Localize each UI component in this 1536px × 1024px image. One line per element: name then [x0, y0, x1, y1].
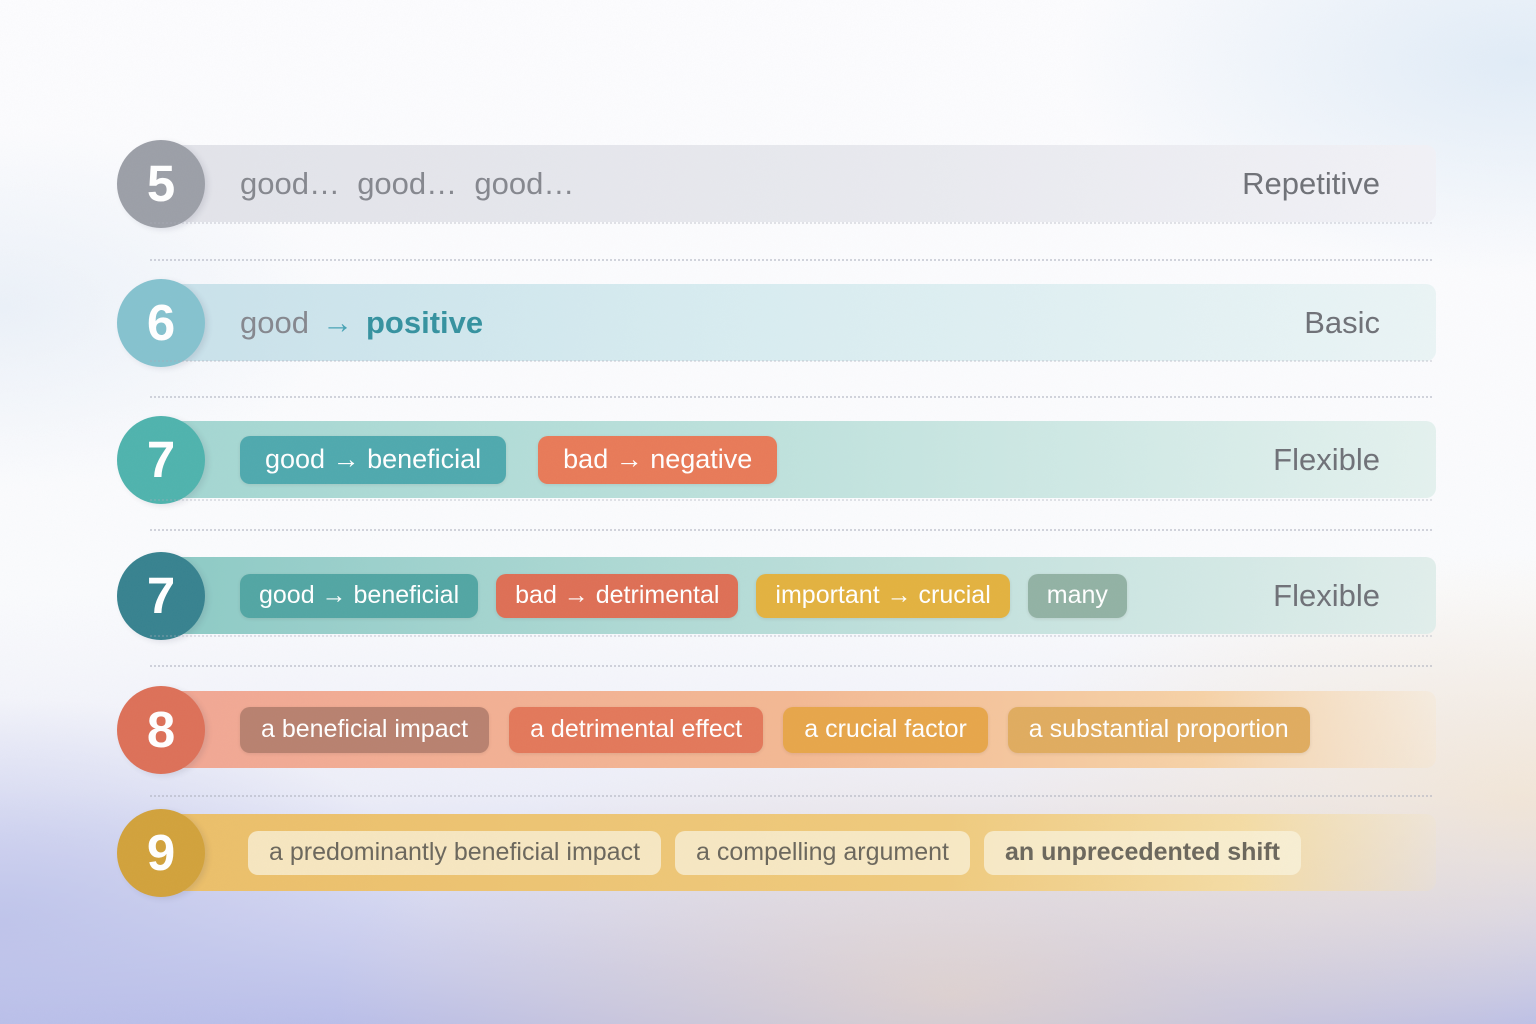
divider-dotted	[150, 360, 1432, 362]
band-level-number: 6	[146, 294, 176, 351]
divider-dotted	[150, 635, 1432, 637]
band-level-number: 7	[146, 567, 176, 624]
band-level-badge: 8	[117, 685, 205, 774]
band-level-badge: 7	[117, 415, 205, 504]
vocab-pill: a crucial factor	[783, 706, 988, 753]
vocab-pill: important → crucial	[756, 573, 1010, 618]
band-content: a beneficial impact a detrimental effect…	[240, 691, 1310, 768]
band-level-badge: 7	[117, 551, 205, 640]
divider-dotted	[150, 795, 1432, 797]
band-row-7b: 7 good → beneficial bad → detrimental im…	[117, 551, 1436, 640]
word-from: good	[240, 304, 309, 340]
divider-dotted	[150, 529, 1432, 531]
band-level-number: 9	[146, 824, 176, 881]
band-level-badge: 5	[117, 139, 205, 228]
vocab-pill: good → beneficial	[240, 435, 507, 484]
band-content: good → beneficial bad → detrimental impo…	[240, 557, 1127, 634]
divider-dotted	[150, 396, 1432, 398]
band-content: a predominantly beneficial impact a comp…	[248, 814, 1302, 891]
vocab-pill: an unprecedented shift	[983, 830, 1302, 875]
divider-dotted	[150, 665, 1432, 667]
vocab-pill: a substantial proportion	[1007, 706, 1310, 753]
band-content: good → positive	[240, 284, 483, 361]
arrow-icon: →	[321, 304, 353, 340]
band-content: good… good… good…	[240, 145, 574, 222]
band-level-badge: 6	[117, 278, 205, 367]
band-row-9: 9 a predominantly beneficial impact a co…	[117, 808, 1436, 897]
band-level-number: 7	[146, 431, 176, 488]
descriptor-label: Basic	[1304, 304, 1380, 340]
band-level-number: 5	[146, 155, 176, 212]
band-level-number: 8	[146, 701, 176, 758]
word-upgrade: good → positive	[240, 305, 483, 341]
vocab-pill: a detrimental effect	[509, 706, 764, 753]
word-to: positive	[365, 304, 484, 340]
band-row-6: 6 good → positive Basic	[117, 278, 1436, 367]
divider-dotted	[150, 222, 1432, 224]
band-row-8: 8 a beneficial impact a detrimental effe…	[117, 685, 1436, 774]
band-content: good → beneficial bad → negative	[240, 421, 778, 498]
divider-dotted	[150, 259, 1432, 261]
example-text: good… good… good…	[240, 165, 575, 201]
vocab-pill: good → beneficial	[240, 573, 479, 618]
band-level-badge: 9	[117, 808, 205, 897]
vocab-pill: bad → negative	[538, 435, 778, 484]
descriptor-label: Flexible	[1273, 441, 1380, 477]
vocab-pill: many	[1027, 573, 1127, 618]
descriptor-label: Repetitive	[1242, 165, 1380, 201]
vocab-pill: a predominantly beneficial impact	[248, 830, 662, 875]
band-row-5: 5 good… good… good… Repetitive	[117, 139, 1436, 228]
divider-dotted	[150, 499, 1432, 501]
band-row-7a: 7 good → beneficial bad → negative Flexi…	[117, 415, 1436, 504]
vocab-pill: a compelling argument	[675, 830, 970, 875]
descriptor-label: Flexible	[1273, 577, 1380, 613]
vocab-pill: a beneficial impact	[240, 706, 490, 753]
vocab-pill: bad → detrimental	[496, 573, 739, 618]
